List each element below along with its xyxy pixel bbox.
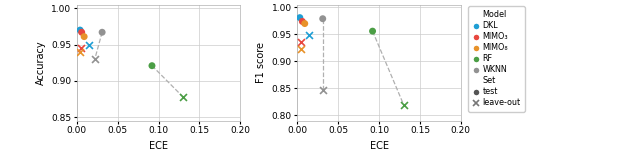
- Point: [84, 43, 94, 46]
- Point: [75, 51, 85, 53]
- Legend: Model, DKL, MIMO₃, MIMO₈, RF, WKNN, Set, test, leave-out: Model, DKL, MIMO₃, MIMO₈, RF, WKNN, Set,…: [468, 6, 525, 111]
- Point: [75, 29, 85, 31]
- Point: [147, 64, 157, 67]
- Y-axis label: Accuracy: Accuracy: [36, 40, 45, 85]
- Point: [304, 34, 314, 37]
- X-axis label: ECE: ECE: [149, 141, 168, 151]
- Point: [178, 96, 188, 98]
- Point: [317, 88, 328, 91]
- Point: [297, 20, 307, 23]
- Point: [317, 18, 328, 20]
- Point: [79, 35, 89, 38]
- Point: [76, 47, 86, 49]
- X-axis label: ECE: ECE: [369, 141, 388, 151]
- Point: [97, 31, 108, 33]
- Point: [77, 31, 87, 33]
- Point: [300, 22, 310, 25]
- Point: [296, 48, 306, 50]
- Point: [296, 41, 307, 44]
- Point: [367, 30, 378, 32]
- Point: [399, 103, 409, 106]
- Y-axis label: F1 score: F1 score: [256, 42, 266, 83]
- Point: [295, 16, 305, 19]
- Point: [90, 58, 100, 60]
